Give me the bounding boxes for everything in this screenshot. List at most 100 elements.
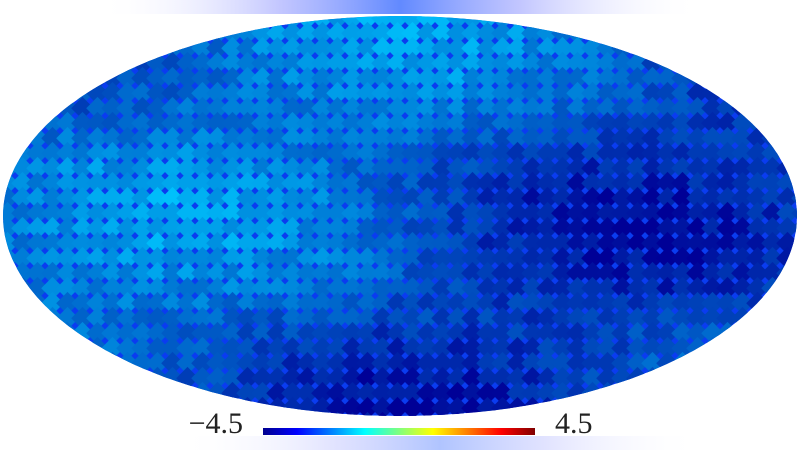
map-pixel (791, 306, 797, 330)
map-pixel (131, 336, 154, 360)
map-pixel (386, 381, 409, 405)
map-pixel (326, 306, 349, 330)
map-pixel (116, 96, 139, 120)
map-pixel (146, 291, 169, 315)
map-pixel (776, 96, 797, 120)
map-pixel (356, 321, 379, 345)
map-pixel (761, 36, 784, 60)
map-pixel (416, 306, 439, 330)
map-pixel (26, 306, 49, 330)
map-pixel (671, 81, 694, 105)
map-pixel (101, 111, 124, 135)
map-pixel (746, 16, 769, 30)
map-pixel (746, 411, 769, 416)
map-pixel (416, 366, 439, 390)
map-pixel (56, 291, 79, 315)
map-pixel (716, 51, 739, 75)
map-pixel (386, 261, 409, 285)
map-pixel (581, 66, 604, 90)
map-pixel (566, 366, 589, 390)
map-pixel (71, 171, 94, 195)
map-pixel (236, 261, 259, 285)
map-pixel (101, 36, 124, 60)
map-pixel (11, 66, 34, 90)
map-pixel (791, 51, 797, 75)
map-pixel (191, 306, 214, 330)
map-pixel (401, 81, 424, 105)
map-pixel (371, 276, 394, 300)
map-pixels (3, 16, 797, 416)
map-pixel (281, 96, 304, 120)
map-pixel (41, 276, 64, 300)
map-pixel (71, 366, 94, 390)
map-pixel (791, 351, 797, 375)
map-pixel (416, 351, 439, 375)
map-pixel (626, 336, 649, 360)
map-pixel (56, 66, 79, 90)
map-pixel (251, 261, 274, 285)
map-pixel (446, 306, 469, 330)
map-pixel (581, 276, 604, 300)
map-pixel (746, 51, 769, 75)
map-pixel (371, 96, 394, 120)
map-pixel (641, 336, 664, 360)
map-pixel (731, 261, 754, 285)
map-pixel (251, 66, 274, 90)
map-pixel (791, 291, 797, 315)
map-pixel (3, 126, 19, 150)
map-pixel (446, 366, 469, 390)
map-pixel (671, 366, 694, 390)
map-pixel (371, 396, 394, 416)
map-pixel (86, 261, 109, 285)
map-pixel (746, 381, 769, 405)
map-pixel (371, 81, 394, 105)
map-pixel (146, 336, 169, 360)
map-pixel (521, 351, 544, 375)
map-pixel (686, 276, 709, 300)
map-pixel (3, 51, 19, 75)
map-pixel (86, 246, 109, 270)
map-pixel (86, 21, 109, 45)
map-pixel (761, 411, 784, 416)
map-pixel (71, 96, 94, 120)
map-pixel (326, 261, 349, 285)
map-pixel (56, 276, 79, 300)
map-pixel (596, 396, 619, 416)
map-pixel (26, 411, 49, 416)
map-pixel (536, 306, 559, 330)
map-pixel (161, 96, 184, 120)
map-pixel (326, 351, 349, 375)
map-pixel (401, 96, 424, 120)
map-pixel (491, 321, 514, 345)
map-pixel (131, 81, 154, 105)
map-pixel (281, 66, 304, 90)
map-pixel (266, 276, 289, 300)
map-pixel (671, 396, 694, 416)
map-pixel (431, 336, 454, 360)
map-pixel (206, 96, 229, 120)
map-pixel (176, 351, 199, 375)
map-pixel (71, 216, 94, 240)
map-pixel (71, 21, 94, 45)
map-pixel (41, 336, 64, 360)
map-pixel (221, 276, 244, 300)
map-pixel (761, 51, 784, 75)
map-pixel (716, 411, 739, 416)
map-pixel (101, 306, 124, 330)
map-pixel (326, 276, 349, 300)
map-pixel (191, 366, 214, 390)
map-pixel (506, 336, 529, 360)
map-pixel (3, 16, 19, 30)
map-pixel (701, 261, 724, 285)
map-pixel (776, 336, 797, 360)
map-pixel (566, 66, 589, 90)
map-pixel (461, 276, 484, 300)
map-pixel (3, 276, 19, 300)
map-pixel (266, 351, 289, 375)
map-pixel (731, 411, 754, 416)
map-pixel (731, 276, 754, 300)
map-pixel (356, 96, 379, 120)
map-pixel (716, 16, 739, 30)
map-pixel (626, 321, 649, 345)
map-pixel (131, 66, 154, 90)
